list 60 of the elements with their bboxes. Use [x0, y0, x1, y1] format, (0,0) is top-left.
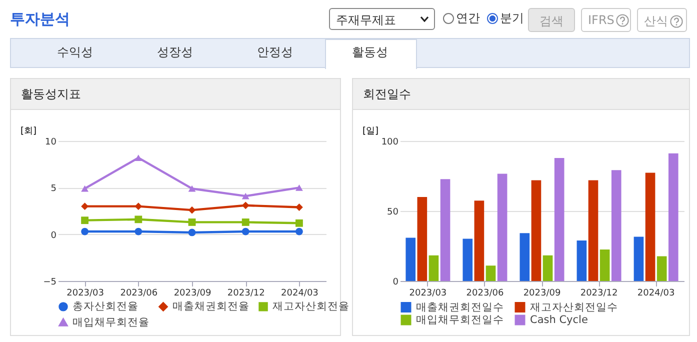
x-tick-label: 2024/03 [637, 288, 675, 298]
x-tick-label: 2023/09 [174, 288, 212, 298]
bar [668, 153, 678, 281]
y-axis-title: [일] [362, 126, 379, 136]
text: 연간 [456, 10, 480, 27]
legend-label: 총자산회전율 [72, 300, 138, 313]
chart-title: 활동성지표 [11, 79, 340, 110]
bar [520, 233, 530, 281]
bar [576, 240, 587, 281]
text: 성장성 [156, 44, 194, 61]
bar [486, 266, 496, 281]
bar [474, 200, 484, 281]
x-tick-label: 2023/03 [66, 288, 104, 298]
y-tick-label: 100 [381, 138, 399, 148]
bar [497, 174, 508, 281]
text: 활동성 [351, 44, 389, 61]
text: 산식 [637, 8, 687, 32]
y-tick-label: 5 [50, 184, 56, 194]
bar [600, 250, 610, 281]
bar [554, 158, 564, 281]
bar [611, 170, 622, 281]
legend-label: 매입채무회전율 [72, 316, 150, 328]
x-tick-label: 2024/03 [281, 288, 318, 298]
y-axis-title: [회] [20, 126, 37, 136]
x-tick-label: 2023/12 [227, 288, 265, 298]
text: 수익성 [56, 44, 94, 61]
y-tick-label: 0 [392, 278, 399, 288]
y-tick-label: 10 [45, 138, 57, 148]
bar [462, 238, 473, 281]
chart-title: 회전일수 [353, 79, 689, 110]
bar [428, 255, 439, 281]
x-tick-label: 2023/12 [580, 288, 618, 298]
legend-label: Cash Cycle [530, 314, 588, 326]
bar [634, 236, 644, 281]
bar [417, 197, 428, 281]
bar [406, 238, 416, 281]
x-tick-label: 2023/09 [523, 288, 561, 298]
x-tick-label: 2023/06 [120, 288, 158, 298]
text: 분기 [500, 10, 524, 27]
y-tick-label: 50 [387, 208, 399, 218]
x-tick-label: 2023/06 [466, 288, 504, 298]
legend-label: 재고자산회전일수 [530, 301, 618, 314]
y-tick-label: −5 [43, 278, 56, 288]
text: 안정성 [256, 44, 294, 61]
bar [440, 179, 450, 281]
text: 투자분석 [10, 10, 70, 29]
legend-label: 매입채무회전일수 [416, 314, 504, 326]
text: IFRS [581, 8, 631, 32]
y-tick-label: 0 [50, 230, 57, 241]
text: 주재무제표 [329, 8, 435, 30]
bar [656, 256, 667, 281]
legend-label: 매출채권회전율 [172, 300, 250, 313]
bar [542, 255, 553, 281]
x-tick-label: 2023/03 [409, 288, 447, 298]
bar [531, 180, 542, 281]
text: 검색 [528, 8, 575, 32]
bar [645, 172, 656, 281]
legend-label: 매출채권회전일수 [416, 301, 504, 314]
bar [588, 180, 598, 281]
legend-label: 재고자산회전율 [272, 300, 350, 313]
